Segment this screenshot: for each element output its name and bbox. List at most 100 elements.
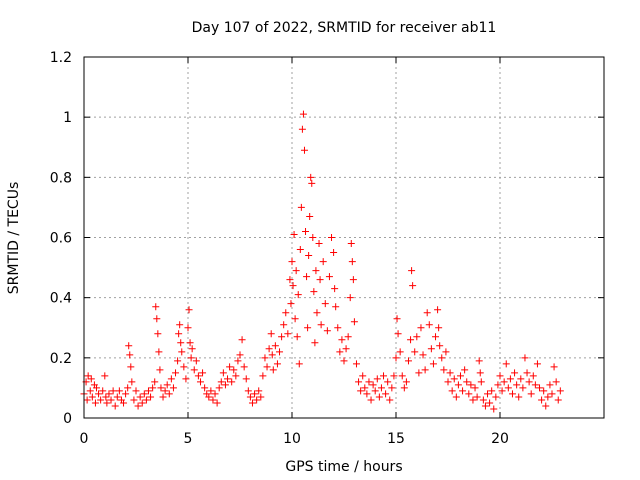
data-point — [228, 378, 236, 386]
data-point — [361, 384, 369, 392]
data-point — [523, 369, 531, 377]
data-point — [355, 378, 363, 386]
data-point — [124, 384, 132, 392]
data-point — [321, 300, 329, 308]
data-point — [484, 390, 492, 398]
data-point — [286, 276, 294, 284]
data-point — [99, 387, 107, 395]
data-point — [186, 339, 194, 347]
data-point — [221, 381, 229, 389]
data-point — [446, 369, 454, 377]
data-point — [511, 369, 519, 377]
data-point — [502, 360, 510, 368]
data-point — [298, 125, 306, 133]
data-point — [542, 402, 550, 410]
data-point — [461, 366, 469, 374]
data-point — [479, 396, 487, 404]
data-point — [257, 393, 265, 401]
data-point — [83, 396, 91, 404]
data-point — [184, 324, 192, 332]
data-point — [142, 396, 150, 404]
data-point — [149, 384, 157, 392]
data-point — [332, 303, 340, 311]
data-point — [531, 381, 539, 389]
data-point — [444, 378, 452, 386]
data-point — [423, 309, 431, 317]
data-point — [476, 369, 484, 377]
data-point — [232, 372, 240, 380]
data-point — [442, 348, 450, 356]
data-point — [544, 393, 552, 401]
data-point — [338, 336, 346, 344]
data-point — [359, 372, 367, 380]
data-point — [313, 309, 321, 317]
data-point — [519, 384, 527, 392]
data-point — [365, 378, 373, 386]
data-point — [163, 381, 171, 389]
data-point — [371, 387, 379, 395]
x-tick-label: 10 — [283, 431, 301, 447]
data-point — [144, 387, 152, 395]
data-point — [390, 372, 398, 380]
data-point — [240, 363, 248, 371]
data-point — [122, 390, 130, 398]
data-point — [342, 345, 350, 353]
data-point — [267, 330, 275, 338]
data-point — [427, 345, 435, 353]
data-point — [165, 390, 173, 398]
data-point — [172, 369, 180, 377]
data-point — [450, 375, 458, 383]
data-point — [398, 372, 406, 380]
data-point — [421, 366, 429, 374]
data-point — [334, 324, 342, 332]
data-point — [346, 294, 354, 302]
data-points — [80, 110, 564, 413]
data-point — [394, 330, 402, 338]
data-point — [328, 234, 336, 241]
data-point — [294, 291, 302, 299]
data-point — [120, 399, 128, 407]
data-point — [305, 252, 313, 260]
data-point — [309, 234, 317, 241]
data-point — [219, 369, 227, 377]
data-point — [308, 179, 316, 187]
data-point — [136, 393, 144, 401]
data-point — [180, 363, 188, 371]
data-point — [508, 390, 516, 398]
data-point — [273, 360, 281, 368]
data-point — [311, 339, 319, 347]
data-point — [138, 399, 146, 407]
data-point — [169, 384, 177, 392]
data-point — [471, 384, 479, 392]
data-point — [111, 402, 119, 410]
data-point — [432, 333, 440, 341]
data-point — [155, 348, 163, 356]
data-point — [388, 384, 396, 392]
data-point — [178, 348, 186, 356]
data-point — [488, 387, 496, 395]
data-point — [263, 363, 271, 371]
y-tick-label: 0.2 — [50, 351, 72, 367]
data-point — [546, 381, 554, 389]
data-point — [268, 351, 276, 359]
data-point — [188, 345, 196, 353]
data-point — [177, 339, 185, 347]
data-point — [248, 399, 256, 407]
x-tick-label: 5 — [184, 431, 193, 447]
data-point — [234, 357, 242, 365]
data-point — [287, 300, 295, 308]
data-point — [126, 351, 134, 359]
data-point — [113, 393, 121, 401]
data-point — [419, 351, 427, 359]
data-point — [244, 387, 252, 395]
data-point — [175, 330, 183, 338]
data-point — [295, 360, 303, 368]
data-point — [185, 306, 193, 314]
data-point — [459, 387, 467, 395]
data-point — [159, 393, 167, 401]
data-point — [515, 393, 523, 401]
data-point — [525, 378, 533, 386]
data-point — [429, 360, 437, 368]
data-point — [436, 342, 444, 350]
data-point — [190, 366, 198, 374]
